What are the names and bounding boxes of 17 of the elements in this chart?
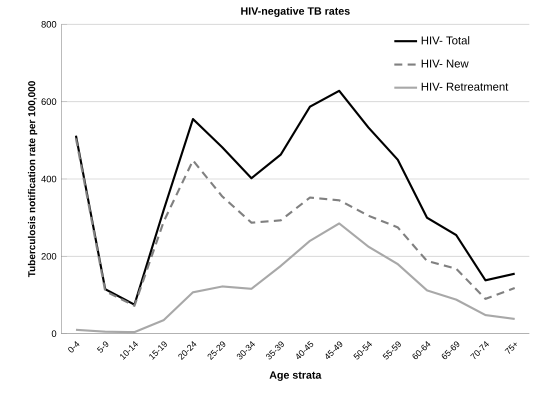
legend-label: HIV- Total	[422, 36, 470, 44]
chart-title: HIV-negative TB rates	[241, 6, 350, 17]
line-series	[74, 90, 516, 306]
x-tick-label: 75+	[504, 342, 517, 354]
line-series	[74, 222, 516, 334]
legend-label: HIV- New	[422, 60, 469, 68]
y-tick-label: 200	[42, 253, 56, 260]
line-series	[74, 137, 516, 307]
y-tick-label: 600	[42, 98, 56, 105]
x-axis-title: Age strata	[270, 371, 322, 381]
y-axis-title: Tuberculosis notification rate per 100,000	[28, 81, 38, 278]
y-tick-label: 800	[41, 21, 56, 28]
y-tick-label: 400	[41, 176, 56, 182]
y-tick-label: 0	[52, 330, 56, 337]
x-tick-label: 5-9	[96, 341, 108, 353]
x-tick-label: 0-4	[68, 341, 80, 352]
legend-label: HIV- Retreatment	[422, 82, 508, 91]
